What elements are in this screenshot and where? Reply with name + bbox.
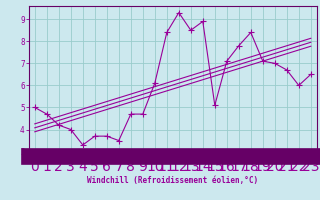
X-axis label: Windchill (Refroidissement éolien,°C): Windchill (Refroidissement éolien,°C) [87, 176, 258, 185]
